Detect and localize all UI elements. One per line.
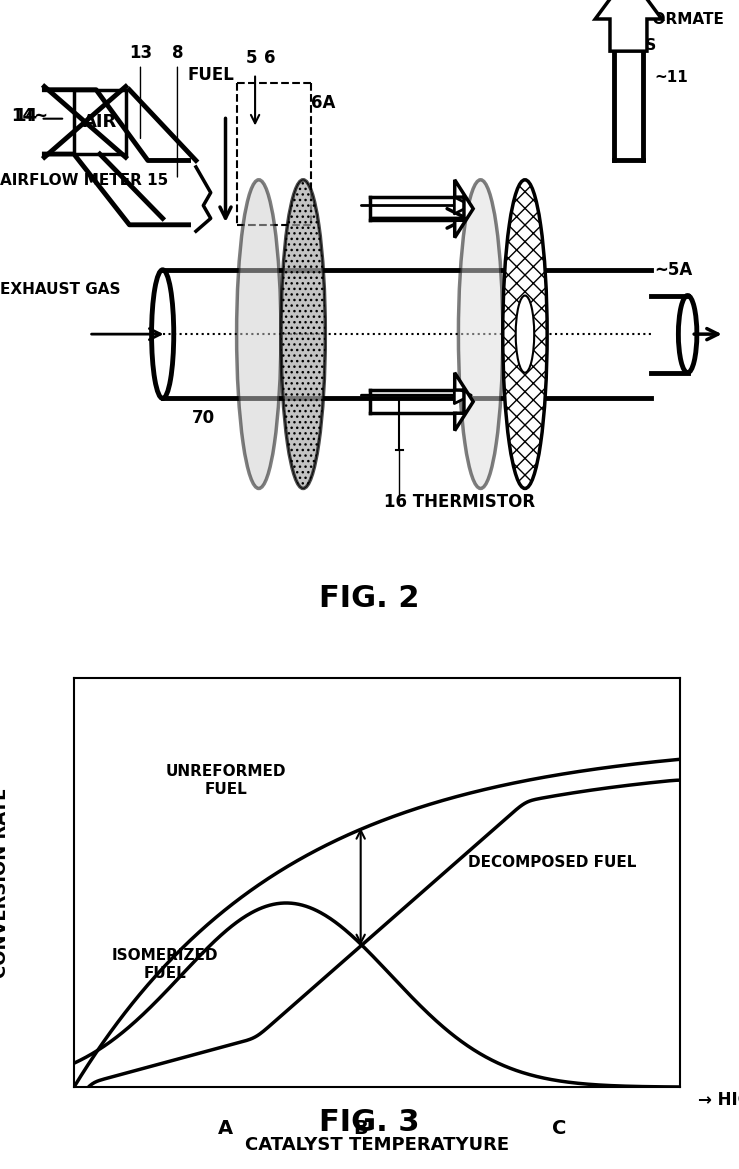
Text: DECOMPOSED FUEL: DECOMPOSED FUEL [468,855,636,870]
Ellipse shape [281,180,325,489]
Text: FIG. 2: FIG. 2 [319,583,420,613]
Text: 6: 6 [264,49,276,67]
Text: UNREFORMED
FUEL: UNREFORMED FUEL [166,763,285,797]
Text: 14: 14 [14,106,37,125]
Text: ~5A: ~5A [654,261,692,279]
Ellipse shape [516,296,534,373]
Text: C: C [551,1119,566,1137]
Text: 6A: 6A [310,94,335,112]
Text: 70: 70 [191,409,215,427]
X-axis label: CATALYST TEMPERATYURE: CATALYST TEMPERATYURE [245,1136,509,1154]
Text: ~11: ~11 [654,70,688,84]
Ellipse shape [678,296,697,373]
Ellipse shape [236,180,281,489]
Ellipse shape [503,180,547,489]
Text: → HIGH: → HIGH [698,1091,739,1108]
Text: 8: 8 [171,44,183,178]
Text: FIG. 3: FIG. 3 [319,1108,420,1136]
Ellipse shape [458,180,503,489]
Text: CONVERSION RATE: CONVERSION RATE [0,788,10,977]
FancyBboxPatch shape [74,90,126,154]
Text: 13: 13 [129,44,152,139]
Text: A: A [218,1119,233,1137]
Text: REFORMATE: REFORMATE [621,12,724,27]
Text: EXHAUST GAS: EXHAUST GAS [0,282,120,297]
Text: 14~: 14~ [11,106,48,125]
Polygon shape [595,0,661,51]
Text: B: B [353,1119,368,1137]
Text: 5: 5 [245,49,257,67]
Text: 16 THERMISTOR: 16 THERMISTOR [384,492,535,511]
Polygon shape [454,373,473,430]
Text: ISOMERIZED
FUEL: ISOMERIZED FUEL [112,948,218,981]
Polygon shape [454,180,473,238]
Text: AIRFLOW METER 15: AIRFLOW METER 15 [0,173,168,187]
Text: AIR: AIR [83,113,117,131]
Text: GAS: GAS [621,37,656,53]
Text: FUEL: FUEL [187,65,234,83]
